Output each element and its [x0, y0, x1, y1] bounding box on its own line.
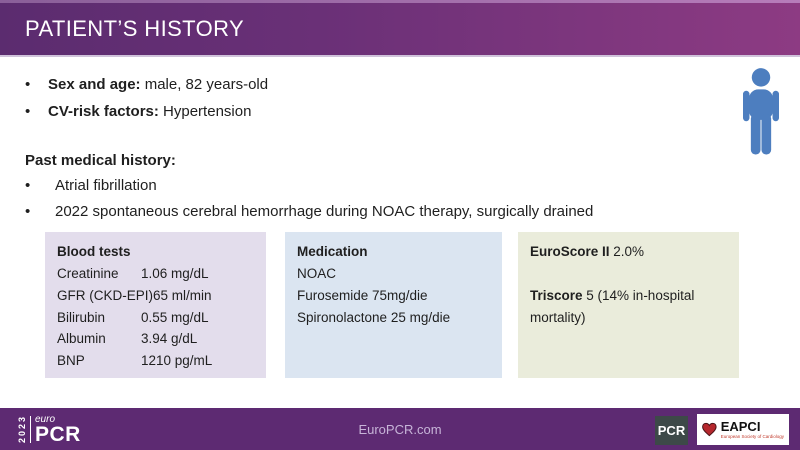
- bullet-label: CV-risk factors:: [48, 103, 159, 120]
- test-label: Creatinine: [57, 265, 119, 281]
- table-row: BNP 1210 pg/mL: [57, 350, 254, 372]
- score-label: Triscore: [530, 287, 583, 303]
- eapci-name: EAPCI: [720, 418, 761, 434]
- bullet-icon: •: [25, 76, 31, 93]
- pcr-logo: PCR: [655, 416, 688, 445]
- medication-box: Medication NOAC Furosemide 75mg/die Spir…: [285, 232, 502, 378]
- test-label: GFR (CKD-EPI): [57, 287, 153, 303]
- risk-scores-box: EuroScore II 2.0% Triscore 5 (14% in-hos…: [518, 232, 739, 378]
- score-value: 2.0%: [609, 244, 645, 259]
- score-value: 5 (14% in-hospital mortality): [530, 287, 695, 325]
- box-title: Medication: [297, 244, 368, 259]
- score-label: EuroScore II: [530, 244, 610, 259]
- table-row: Creatinine 1.06 mg/dL: [57, 263, 254, 285]
- europcr-2023-logo: 2023 euro PCR: [17, 414, 81, 445]
- header-bar: PATIENT’S HISTORY: [0, 0, 800, 57]
- bullet-text: male, 82 years-old: [140, 76, 269, 93]
- eapci-text: EAPCI European Society of Cardiology: [720, 418, 784, 440]
- bullet-label: Sex and age:: [48, 76, 141, 93]
- test-label: Albumin: [57, 331, 106, 347]
- website-link: EuroPCR.com: [358, 422, 442, 437]
- bullet-icon: •: [25, 177, 31, 194]
- euroscore-line: EuroScore II 2.0%: [530, 241, 727, 263]
- logo-text: euro PCR: [35, 414, 81, 445]
- bullet-text: Hypertension: [158, 103, 252, 120]
- history-item: 2022 spontaneous cerebral hemorrhage dur…: [55, 203, 594, 220]
- list-item: • CV-risk factors: Hypertension: [25, 98, 268, 125]
- table-row: Bilirubin 0.55 mg/dL: [57, 307, 254, 329]
- list-item: • Atrial fibrillation: [25, 173, 593, 199]
- logo-euro: euro: [35, 414, 56, 425]
- bullet-icon: •: [25, 103, 31, 120]
- test-value: 1210 pg/mL: [141, 353, 213, 369]
- table-row: Albumin 3.94 g/dL: [57, 328, 254, 350]
- test-label: Bilirubin: [57, 309, 106, 325]
- test-value: 3.94 g/dL: [141, 331, 198, 347]
- triscore-line: Triscore 5 (14% in-hospital mortality): [530, 285, 727, 329]
- test-value: 0.55 mg/dL: [141, 309, 209, 325]
- box-title: Blood tests: [57, 244, 131, 259]
- medication-item: Spironolactone 25 mg/die: [297, 309, 451, 325]
- bullet-icon: •: [25, 203, 31, 220]
- blood-tests-box: Blood tests Creatinine 1.06 mg/dL GFR (C…: [45, 232, 266, 378]
- medication-item: NOAC: [297, 265, 337, 281]
- test-value: 65 ml/min: [153, 287, 212, 303]
- eapci-tagline: European Society of Cardiology: [720, 433, 784, 439]
- table-row: GFR (CKD-EPI) 65 ml/min: [57, 285, 254, 307]
- eapci-logo: EAPCI European Society of Cardiology: [697, 414, 789, 445]
- logo-divider: [30, 415, 31, 443]
- list-item: • Sex and age: male, 82 years-old: [25, 71, 268, 98]
- test-value: 1.06 mg/dL: [141, 265, 209, 281]
- past-history-list: • Atrial fibrillation • 2022 spontaneous…: [25, 173, 593, 225]
- history-item: Atrial fibrillation: [55, 177, 157, 194]
- patient-cv-risk: CV-risk factors: Hypertension: [48, 98, 251, 125]
- page-title: PATIENT’S HISTORY: [25, 16, 245, 41]
- list-item: • 2022 spontaneous cerebral hemorrhage d…: [25, 199, 593, 225]
- medication-item: Furosemide 75mg/die: [297, 287, 428, 303]
- test-label: BNP: [57, 353, 85, 369]
- section-heading: Past medical history:: [25, 152, 176, 169]
- heart-icon: [702, 422, 717, 437]
- patient-sex-age: Sex and age: male, 82 years-old: [48, 71, 268, 98]
- logo-pcr: PCR: [35, 423, 81, 446]
- patient-summary-list: • Sex and age: male, 82 years-old • CV-r…: [25, 71, 268, 125]
- footer-bar: 2023 euro PCR EuroPCR.com PCR EAPCI Euro…: [0, 408, 800, 450]
- person-icon: [737, 67, 785, 157]
